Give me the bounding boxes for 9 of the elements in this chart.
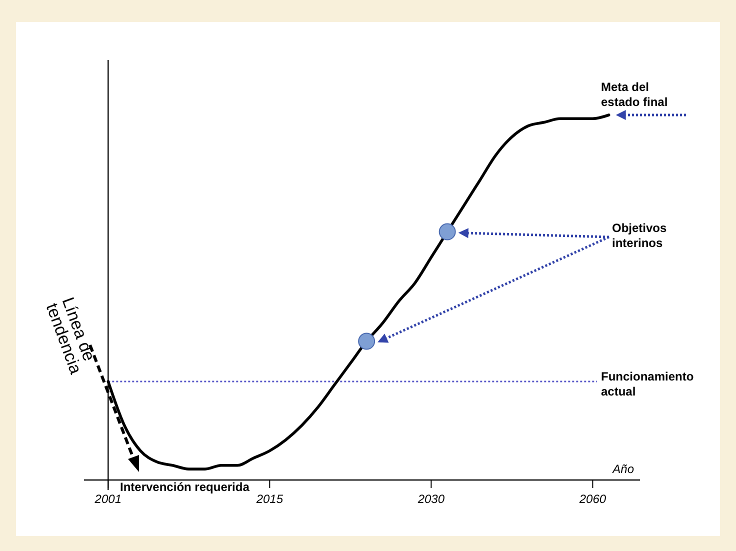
ref-line-label: Funcionamiento actual [601,369,694,398]
annotation: Objetivos interinos [612,221,668,250]
x-tick-label: 2001 [94,492,122,506]
x-axis-title: Año [612,462,634,476]
x-tick-label: 2030 [416,492,445,506]
x-tick-label: 2060 [578,492,606,506]
text: Meta del estado final [601,80,668,109]
x-tick-label: 2015 [255,492,284,506]
annotation: Intervención requerida [120,480,250,494]
